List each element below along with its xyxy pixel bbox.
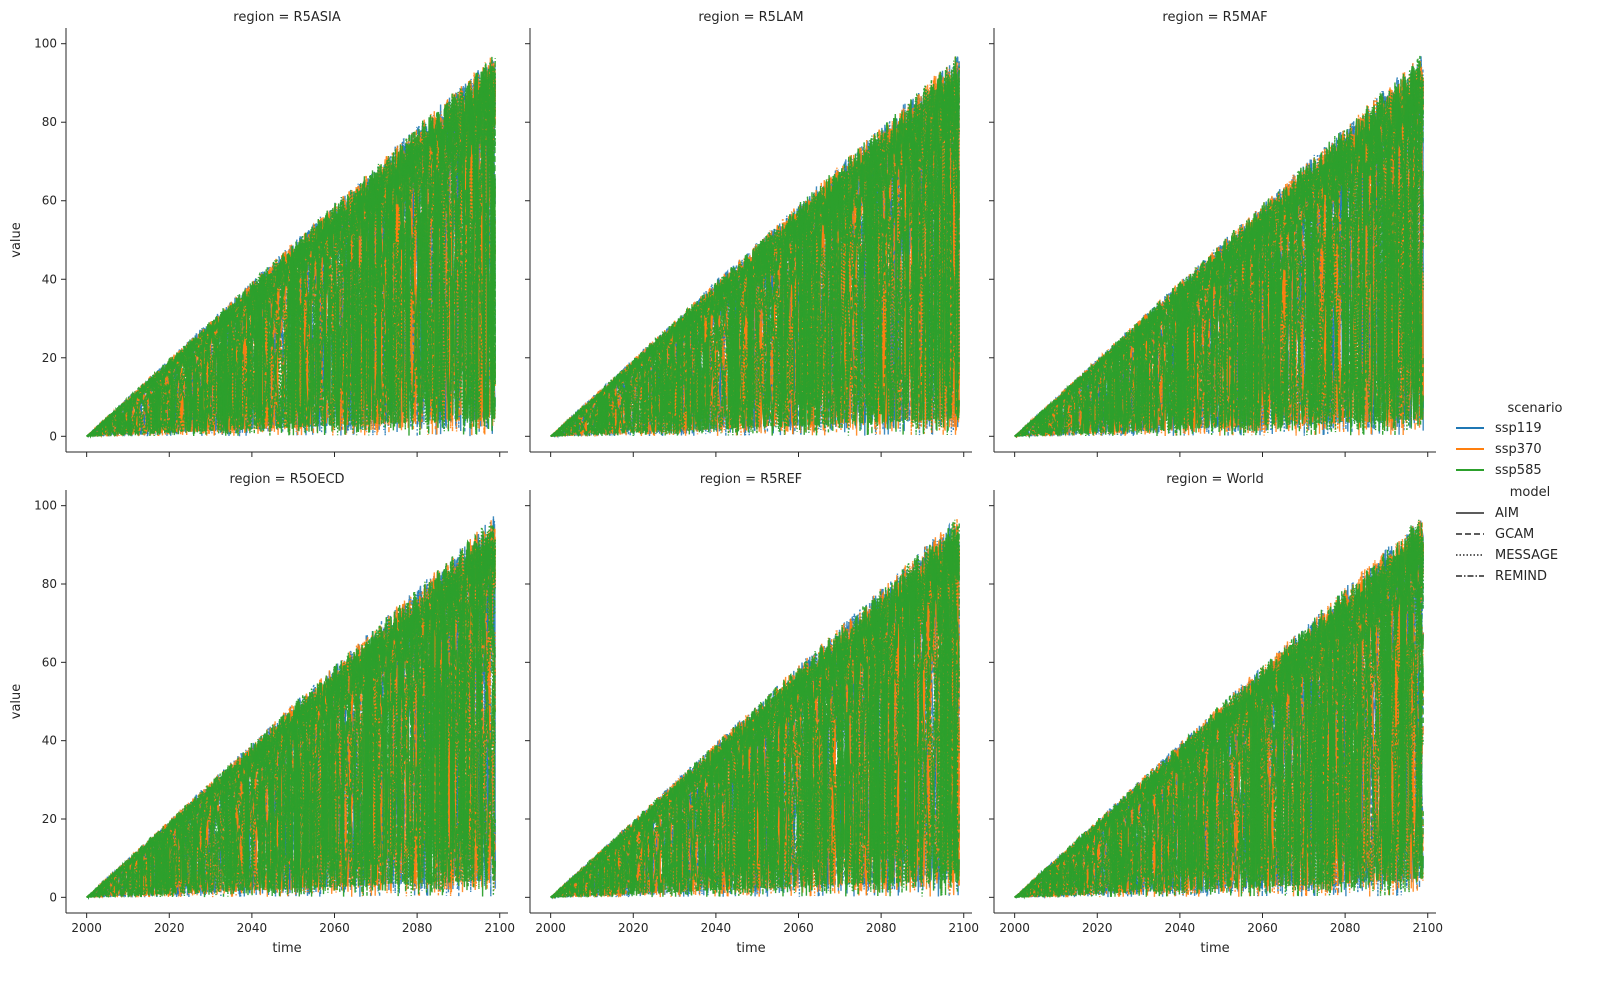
series-line-ssp585-remind <box>550 69 960 437</box>
series-line-ssp585-remind <box>550 65 960 437</box>
x-tick-label: 2020 <box>1082 921 1113 935</box>
y-tick-label: 40 <box>42 734 57 748</box>
series-line-ssp585-remind <box>550 80 960 437</box>
y-tick-label: 80 <box>42 577 57 591</box>
legend-label-message: MESSAGE <box>1495 548 1558 563</box>
panel-title: region = R5LAM <box>698 10 803 25</box>
series-line-ssp585-message <box>86 73 496 438</box>
x-tick-label: 2100 <box>948 921 979 935</box>
series-line-ssp585-remind <box>1014 82 1424 437</box>
series-line-ssp585-remind <box>1014 536 1424 898</box>
legend-label-ssp119: ssp119 <box>1495 421 1542 436</box>
y-tick-label: 80 <box>42 115 57 129</box>
panel-world: region = World 2000 2020 2040 2060 2080 2100 ti… <box>989 472 1443 956</box>
panel-title: region = R5MAF <box>1162 10 1267 25</box>
x-axis-label: time <box>272 941 301 956</box>
series-group <box>550 55 960 439</box>
legend-label-remind: REMIND <box>1495 569 1547 584</box>
series-group <box>550 519 960 900</box>
x-tick-label: 2100 <box>1412 921 1443 935</box>
panel-title: region = R5ASIA <box>233 10 341 25</box>
series-line-ssp585-message <box>86 524 496 899</box>
y-tick-label: 40 <box>42 272 57 286</box>
panel-title: region = World <box>1166 472 1264 487</box>
y-tick-label: 0 <box>49 890 57 904</box>
legend-label-aim: AIM <box>1495 506 1519 521</box>
x-tick-label: 2080 <box>866 921 897 935</box>
x-axis-label: time <box>736 941 765 956</box>
y-tick-label: 0 <box>49 429 57 443</box>
panel-r5maf: region = R5MAF <box>989 10 1436 457</box>
series-line-ssp585-message <box>86 69 496 437</box>
series-group <box>1014 519 1424 900</box>
series-line-ssp585-remind <box>86 540 496 900</box>
series-line-ssp585-message <box>550 80 960 437</box>
panel-r5lam: region = R5LAM <box>525 10 972 457</box>
y-tick-label: 100 <box>34 37 57 51</box>
y-tick-label: 60 <box>42 194 57 208</box>
y-tick-label: 20 <box>42 351 57 365</box>
legend-label-gcam: GCAM <box>1495 527 1534 542</box>
legend-title-model: model <box>1510 485 1550 500</box>
series-group <box>1014 55 1424 439</box>
x-axis-label: time <box>1200 941 1229 956</box>
x-tick-label: 2000 <box>535 921 566 935</box>
series-group <box>86 516 496 900</box>
panel-r5ref: region = R5REF 2000 2020 2040 2060 2080 2100 ti… <box>525 472 979 956</box>
panel-r5asia: region = R5ASIA 0 20 40 60 80 100 value <box>9 10 508 457</box>
legend-title-scenario: scenario <box>1507 401 1562 416</box>
legend-label-ssp585: ssp585 <box>1495 463 1542 478</box>
x-tick-label: 2040 <box>1165 921 1196 935</box>
legend-label-ssp370: ssp370 <box>1495 442 1542 457</box>
series-line-ssp585-remind <box>86 542 496 898</box>
series-line-ssp585-remind <box>550 545 960 898</box>
y-axis-label: value <box>9 222 24 258</box>
x-tick-label: 2080 <box>1330 921 1361 935</box>
series-line-ssp585-remind <box>1014 542 1424 898</box>
x-tick-label: 2060 <box>783 921 814 935</box>
x-tick-label: 2020 <box>618 921 649 935</box>
x-tick-label: 2060 <box>1247 921 1278 935</box>
legend: scenario ssp119 ssp370 ssp585 model AIM GCAM ME… <box>1456 401 1563 584</box>
x-tick-label: 2000 <box>71 921 102 935</box>
series-line-ssp585-message <box>550 537 960 898</box>
x-tick-label: 2080 <box>402 921 433 935</box>
y-tick-label: 60 <box>42 655 57 669</box>
series-group <box>86 55 496 439</box>
x-tick-label: 2040 <box>701 921 732 935</box>
y-axis-label: value <box>9 684 24 720</box>
x-tick-label: 2100 <box>484 921 515 935</box>
x-tick-label: 2000 <box>999 921 1030 935</box>
x-tick-label: 2040 <box>237 921 268 935</box>
y-tick-label: 20 <box>42 812 57 826</box>
x-tick-label: 2020 <box>154 921 185 935</box>
series-line-ssp585-remind <box>86 80 496 437</box>
series-line-ssp585-remind <box>86 62 496 438</box>
y-tick-label: 100 <box>34 499 57 513</box>
panel-title: region = R5REF <box>700 472 802 487</box>
x-tick-label: 2060 <box>319 921 350 935</box>
panel-title: region = R5OECD <box>229 472 344 487</box>
series-line-ssp370-remind <box>86 72 496 438</box>
